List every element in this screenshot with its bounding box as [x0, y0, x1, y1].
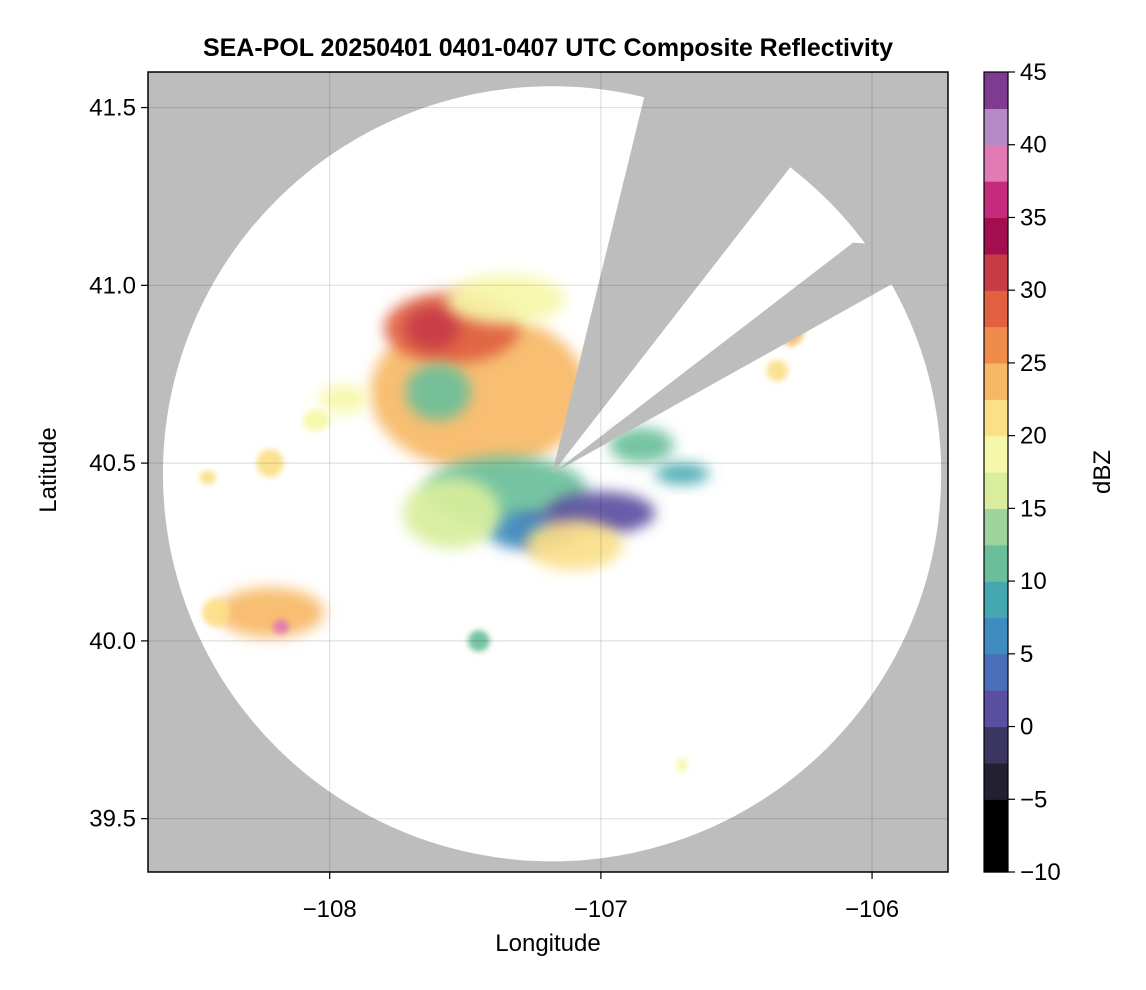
- colorbar-tick-label: 0: [1020, 714, 1033, 741]
- colorbar-band: [984, 290, 1008, 328]
- colorbar: −10 −5 0 5 10 15 20 25 30 35 40 45: [983, 59, 1061, 886]
- echo-cell-22: [766, 360, 788, 382]
- colorbar-band: [984, 144, 1008, 182]
- echo-cell-4: [405, 363, 471, 421]
- colorbar-band: [984, 508, 1008, 546]
- blocked-sector-1: [552, 242, 948, 474]
- blocked-sectors: [552, 96, 948, 474]
- echo-cell-14: [272, 619, 290, 634]
- echo-cell-3: [446, 274, 566, 325]
- x-axis-label: Longitude: [495, 930, 600, 957]
- y-axis: 39.5 40.0 40.5 41.0 41.5: [89, 95, 148, 833]
- colorbar-tick-label: 5: [1020, 641, 1033, 668]
- plot-area: [148, 72, 948, 872]
- y-tick-label: 41.0: [89, 272, 136, 299]
- echo-cell-19: [318, 384, 368, 414]
- colorbar-tick-label: 30: [1020, 277, 1047, 304]
- colorbar-band: [984, 726, 1008, 764]
- colorbar-tick-label: 35: [1020, 204, 1047, 231]
- colorbar-band: [984, 326, 1008, 364]
- echo-cell-2: [405, 306, 460, 350]
- colorbar-tick-label: 25: [1020, 350, 1047, 377]
- echo-cell-11: [609, 427, 675, 464]
- plot-frame: [147, 71, 949, 873]
- echo-cell-10: [402, 477, 501, 549]
- colorbar-band: [984, 217, 1008, 255]
- y-axis-label: Latitude: [35, 427, 62, 512]
- colorbar-band: [984, 72, 1008, 109]
- reflectivity-echoes: [199, 274, 805, 773]
- colorbar-tick-label: −5: [1020, 786, 1047, 813]
- x-tick-label: −106: [845, 896, 899, 923]
- blocked-sector-0: [552, 96, 845, 474]
- colorbar-band: [984, 653, 1008, 691]
- colorbar-tick-label: 20: [1020, 423, 1047, 450]
- y-tick-label: 41.5: [89, 95, 136, 122]
- colorbar-band: [984, 253, 1008, 291]
- colorbar-frame: [983, 71, 1009, 873]
- colorbar-band: [984, 690, 1008, 728]
- echo-cell-17: [199, 470, 216, 485]
- echo-cell-23: [468, 630, 490, 652]
- colorbar-band: [984, 799, 1008, 837]
- colorbar-tick-label: 45: [1020, 59, 1047, 86]
- x-tick-label: −108: [303, 896, 357, 923]
- echo-cell-12: [655, 463, 710, 485]
- colorbar-band: [984, 399, 1008, 437]
- echo-cell-13: [215, 587, 325, 638]
- colorbar-tick-label: 10: [1020, 568, 1047, 595]
- colorbar-band: [984, 108, 1008, 146]
- y-tick-label: 40.0: [89, 628, 136, 655]
- colorbar-band: [984, 362, 1008, 400]
- colorbar-tick-label: −10: [1020, 859, 1061, 886]
- colorbar-tick-label: 40: [1020, 132, 1047, 159]
- echo-cell-24: [676, 758, 688, 773]
- x-tick-label: −107: [574, 896, 628, 923]
- colorbar-band: [984, 581, 1008, 619]
- grid-lines: [148, 72, 948, 872]
- colorbar-band: [984, 544, 1008, 582]
- x-axis: −108 −107 −106: [303, 872, 899, 923]
- colorbar-label: dBZ: [1089, 450, 1116, 494]
- colorbar-band: [984, 435, 1008, 473]
- echo-cell-9: [524, 520, 623, 570]
- echo-cell-16: [256, 448, 284, 478]
- colorbar-band: [984, 617, 1008, 655]
- echo-cell-18: [302, 409, 330, 432]
- colorbar-band: [984, 472, 1008, 509]
- y-tick-label: 40.5: [89, 450, 136, 477]
- y-tick-label: 39.5: [89, 806, 136, 833]
- colorbar-band: [984, 835, 1008, 873]
- chart-title: SEA-POL 20250401 0401-0407 UTC Composite…: [203, 34, 893, 62]
- colorbar-band: [984, 762, 1008, 800]
- colorbar-band: [984, 181, 1008, 219]
- echo-cell-15: [202, 598, 230, 627]
- colorbar-tick-label: 15: [1020, 495, 1047, 522]
